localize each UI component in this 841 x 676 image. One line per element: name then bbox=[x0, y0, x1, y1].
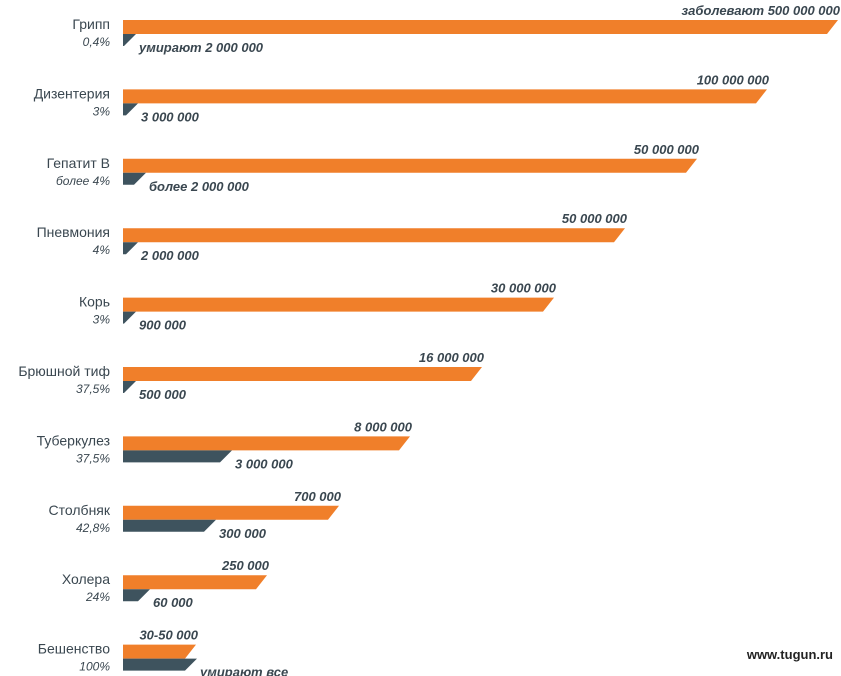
category-label: Столбняк bbox=[49, 502, 111, 518]
category-label: Холера bbox=[62, 571, 110, 587]
mortality-percent-label: 24% bbox=[85, 590, 110, 604]
mortality-percent-label: 4% bbox=[93, 243, 111, 257]
category-label: Корь bbox=[79, 294, 110, 310]
mortality-percent-label: 100% bbox=[79, 660, 110, 674]
mortality-percent-label: 3% bbox=[93, 313, 111, 327]
mortality-value-label: более 2 000 000 bbox=[149, 179, 250, 194]
mortality-value-label: 60 000 bbox=[153, 595, 194, 610]
incidence-value-label: 250 000 bbox=[221, 558, 270, 573]
mortality-value-label: 300 000 bbox=[219, 526, 267, 541]
bar-incidence-6 bbox=[123, 436, 410, 451]
mortality-value-label: умирают 2 000 000 bbox=[138, 40, 264, 55]
bar-incidence-3 bbox=[123, 228, 625, 243]
incidence-value-label: заболевают 500 000 000 bbox=[682, 3, 841, 18]
mortality-value-label: умирают все bbox=[199, 665, 288, 676]
mortality-value-label: 3 000 000 bbox=[141, 109, 200, 124]
bar-incidence-7 bbox=[123, 505, 339, 520]
bar-mortality-8 bbox=[123, 589, 150, 602]
incidence-value-label: 50 000 000 bbox=[634, 142, 700, 157]
bar-incidence-9 bbox=[123, 644, 196, 659]
incidence-value-label: 16 000 000 bbox=[419, 350, 485, 365]
bar-incidence-8 bbox=[123, 575, 267, 590]
mortality-percent-label: 42,8% bbox=[76, 521, 110, 535]
bar-mortality-0 bbox=[123, 34, 136, 46]
mortality-value-label: 500 000 bbox=[139, 387, 187, 402]
bar-mortality-9 bbox=[123, 658, 197, 671]
category-label: Бешенство bbox=[38, 641, 110, 657]
bar-incidence-2 bbox=[123, 158, 697, 173]
mortality-percent-label: 37,5% bbox=[76, 382, 110, 396]
bar-mortality-4 bbox=[123, 311, 136, 324]
incidence-value-label: 30 000 000 bbox=[491, 281, 557, 296]
incidence-value-label: 30-50 000 bbox=[139, 628, 198, 643]
mortality-percent-label: 0,4% bbox=[83, 35, 111, 49]
category-label: Пневмония bbox=[37, 224, 110, 240]
incidence-value-label: 8 000 000 bbox=[354, 419, 413, 434]
bar-mortality-7 bbox=[123, 519, 216, 532]
incidence-value-label: 100 000 000 bbox=[697, 72, 770, 87]
mortality-percent-label: 3% bbox=[93, 104, 111, 118]
bar-incidence-4 bbox=[123, 297, 554, 312]
bar-incidence-5 bbox=[123, 367, 482, 381]
category-label: Гепатит В bbox=[47, 155, 110, 171]
bar-incidence-1 bbox=[123, 89, 767, 104]
bar-mortality-3 bbox=[123, 242, 138, 255]
bar-mortality-5 bbox=[123, 381, 136, 393]
category-label: Туберкулез bbox=[37, 432, 110, 448]
mortality-value-label: 2 000 000 bbox=[140, 248, 200, 263]
mortality-percent-label: 37,5% bbox=[76, 451, 110, 465]
category-label: Брюшной тиф bbox=[18, 363, 110, 379]
bar-mortality-6 bbox=[123, 450, 232, 463]
watermark: www.tugun.ru bbox=[746, 647, 833, 662]
bar-mortality-2 bbox=[123, 172, 146, 185]
mortality-value-label: 900 000 bbox=[139, 318, 187, 333]
bar-incidence-0 bbox=[123, 20, 838, 34]
incidence-value-label: 700 000 bbox=[294, 489, 342, 504]
category-label: Дизентерия bbox=[34, 85, 110, 101]
category-label: Грипп bbox=[72, 16, 110, 32]
incidence-value-label: 50 000 000 bbox=[562, 211, 628, 226]
bar-mortality-1 bbox=[123, 103, 138, 116]
mortality-value-label: 3 000 000 bbox=[235, 456, 294, 471]
mortality-percent-label: более 4% bbox=[56, 174, 110, 188]
